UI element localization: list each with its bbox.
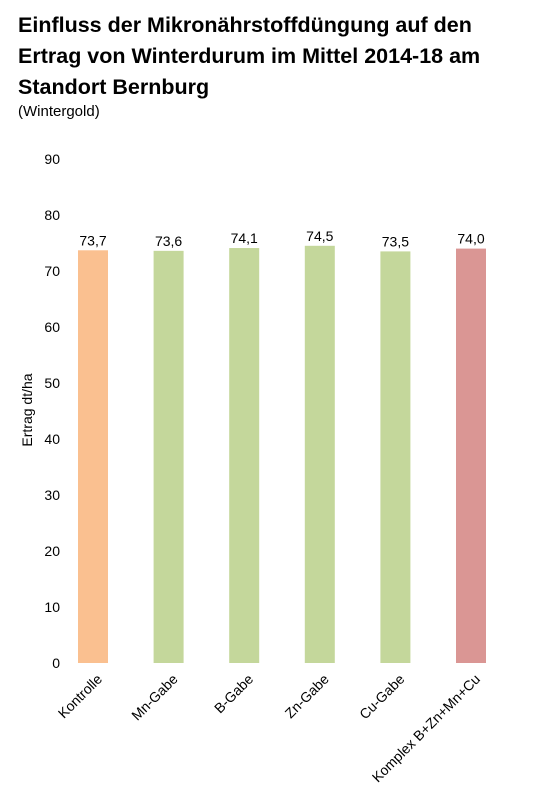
y-axis-label: Ertrag dt/ha <box>19 373 35 446</box>
bar <box>153 250 184 663</box>
category-label: Kontrolle <box>55 671 106 722</box>
chart-title: Einfluss der Mikronährstoffdüngung auf d… <box>18 13 481 99</box>
bar <box>78 250 108 663</box>
bar <box>456 248 486 663</box>
category-labels: Kontrolle Mn-Gabe B-Gabe Zn-Gabe Cu-GabeKomp… <box>55 671 483 786</box>
data-label: 73,6 <box>155 233 182 249</box>
data-label: 74,1 <box>231 230 258 246</box>
category-label: B-Gabe <box>211 671 257 717</box>
bars <box>78 245 486 664</box>
y-tick-label: 80 <box>44 207 60 223</box>
bar <box>380 251 411 663</box>
y-tick-label: 40 <box>44 431 60 447</box>
chart-subtitle: (Wintergold) <box>18 103 100 120</box>
data-labels: 73,7 73,6 74,1 74,5 73,5 74,0 <box>79 228 484 250</box>
y-tick-label: 30 <box>44 487 60 503</box>
category-label: Cu-Gabe <box>356 671 408 723</box>
data-label: 74,0 <box>457 231 484 247</box>
y-tick-label: 50 <box>44 375 60 391</box>
data-label: 73,7 <box>79 232 106 248</box>
y-axis-ticks: 0 10 20 30 40 50 60 70 80 90 <box>44 151 60 671</box>
y-tick-label: 70 <box>44 263 60 279</box>
bar <box>229 248 260 664</box>
y-tick-label: 10 <box>44 599 60 615</box>
y-tick-label: 20 <box>44 543 60 559</box>
bar <box>304 245 335 664</box>
y-tick-label: 60 <box>44 319 60 335</box>
category-label: Zn-Gabe <box>282 671 333 722</box>
category-label: Mn-Gabe <box>128 671 181 724</box>
data-label: 74,5 <box>306 228 333 244</box>
y-tick-label: 90 <box>44 151 60 167</box>
data-label: 73,5 <box>382 233 409 249</box>
y-tick-label: 0 <box>52 655 60 671</box>
